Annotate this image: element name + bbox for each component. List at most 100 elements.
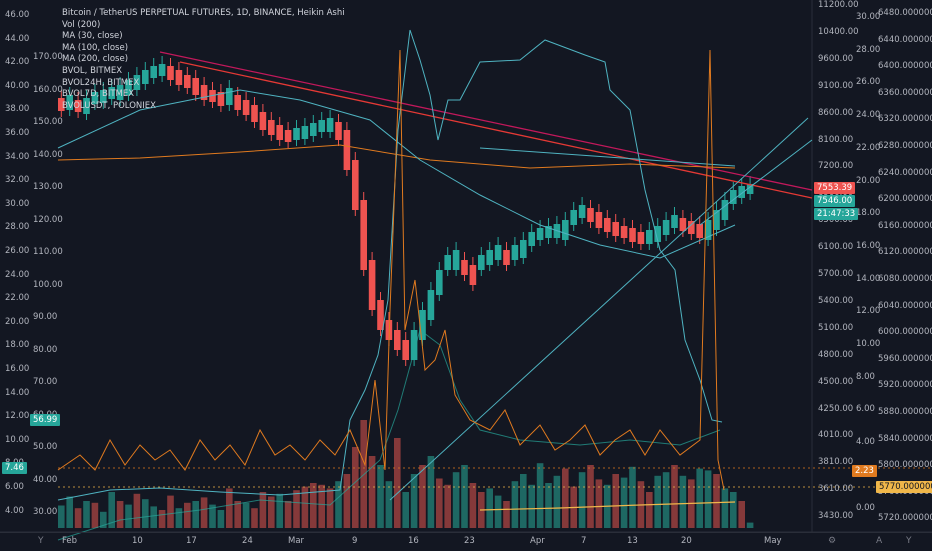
auto-scale-icon[interactable]: A — [876, 536, 883, 546]
candle-body — [91, 92, 99, 104]
inner-left-axis-tick: 30.00 — [33, 507, 58, 517]
far-right-axis-tick: 6320.00000000 — [878, 114, 932, 125]
legend-item-bvol24h[interactable]: BVOL24H, BITMEX — [62, 77, 140, 88]
candle-body — [310, 123, 317, 136]
candle-body — [167, 66, 174, 80]
volume-bar — [503, 501, 510, 528]
support-line-2 — [699, 139, 813, 226]
support-line-1 — [389, 117, 809, 501]
volume-bar — [192, 501, 199, 528]
far-right-axis-tick: 5840.00000000 — [878, 433, 932, 444]
volume-bar — [469, 483, 477, 528]
far-left-axis-tick: 12.00 — [5, 411, 30, 422]
volume-bar — [419, 465, 426, 528]
candle-body — [436, 270, 443, 295]
volume-bar — [352, 447, 359, 528]
legend-item-bvolusdt[interactable]: BVOLUSDT, POLONIEX — [62, 100, 156, 111]
candle-body — [394, 330, 401, 350]
ma200-line — [57, 144, 736, 169]
volume-bar — [91, 502, 99, 528]
candle-body — [461, 260, 468, 275]
volume-bar — [452, 472, 460, 528]
inner-left-axis-tick: 80.00 — [33, 344, 58, 355]
far-right-axis-tick: 6000.00000000 — [878, 327, 932, 338]
bvol-line — [57, 29, 723, 501]
candle-body — [343, 130, 351, 170]
far-left-axis-tick: 26.00 — [5, 246, 30, 256]
candle-body — [66, 95, 73, 110]
price-axis-tick: 4010.00 — [818, 430, 854, 441]
candle-body — [444, 255, 451, 270]
price-axis-tick: 7200.00 — [818, 161, 854, 172]
candle-body — [570, 210, 577, 225]
legend-item-bvol7d[interactable]: BVOL7D, BITMEX — [62, 89, 135, 100]
gear-icon[interactable]: ⚙ — [828, 536, 837, 546]
time-axis-tick: 16 — [408, 536, 419, 546]
time-axis-tick: Apr — [530, 536, 545, 546]
price-axis-tick: 4250.00 — [818, 403, 854, 414]
mid-right-axis-tick: 14.00 — [856, 273, 881, 284]
far-right-axis-tick: 6400.00000000 — [878, 61, 932, 72]
candle-body — [158, 64, 166, 76]
candle-body — [730, 190, 737, 204]
volume-bar — [620, 477, 628, 528]
mid-right-axis-tick: 30.00 — [856, 12, 881, 22]
far-left-axis-tick: 28.00 — [5, 222, 30, 233]
volume-bar — [595, 479, 603, 528]
far-right-axis-tick: 5800.00000000 — [878, 460, 932, 471]
candle-body — [578, 205, 586, 218]
volume-bar — [427, 456, 435, 528]
mid-right-axis-tick: 0.00 — [856, 502, 875, 513]
far-right-axis-tick: 6080.00000000 — [878, 274, 932, 284]
log-scale-icon[interactable]: Y — [906, 536, 912, 546]
volume-bar — [293, 490, 300, 528]
candle-body — [100, 90, 107, 103]
candle-body — [326, 118, 334, 132]
timezone-icon[interactable]: Y — [38, 536, 44, 546]
mid-right-axis-tick: 12.00 — [856, 306, 881, 317]
legend-item-ma30[interactable]: MA (30, close) — [62, 31, 123, 42]
price-axis-tick: 3430.00 — [818, 511, 854, 522]
price-axis-tick: 9600.00 — [818, 53, 854, 64]
volume-bar — [629, 466, 636, 528]
candle-body — [545, 226, 552, 238]
volume-bar — [587, 465, 594, 528]
price-axis-tick: 3810.00 — [818, 457, 854, 468]
candle-body — [335, 122, 342, 140]
price-axis-tick: 8600.00 — [818, 107, 854, 118]
legend-item-ma100[interactable]: MA (100, close) — [62, 42, 129, 53]
time-axis-tick: 24 — [242, 536, 253, 546]
inner-left-axis-tick: 100.00 — [33, 279, 63, 290]
time-axis[interactable] — [0, 532, 932, 551]
candle-body — [587, 208, 594, 222]
inner-left-axis-tick: 150.00 — [33, 117, 63, 127]
time-axis-tick: 13 — [627, 536, 638, 546]
candle-body — [654, 226, 661, 242]
time-axis-tick: Feb — [62, 536, 78, 546]
candle-body — [276, 125, 283, 140]
legend-item-vol[interactable]: Vol (200) — [62, 19, 101, 30]
volume-bar — [83, 501, 90, 528]
volume-bar — [66, 496, 73, 528]
left-cyan-tag: 56.99 — [30, 414, 61, 426]
left-small-tag: 7.46 — [2, 462, 27, 474]
candle-body — [200, 85, 208, 100]
candle-body — [251, 105, 258, 122]
mid-right-axis-tick: 26.00 — [856, 77, 881, 88]
candle-body — [368, 260, 376, 310]
inner-left-axis-tick: 170.00 — [33, 52, 63, 62]
volume-bar — [167, 495, 174, 528]
far-right-axis-tick: 5720.00000000 — [878, 513, 932, 524]
candle-body — [721, 200, 729, 220]
volume-bar — [74, 508, 82, 528]
candle-body — [646, 230, 653, 244]
price-axis-tick: 6500.00 — [818, 215, 854, 226]
candle-body — [478, 255, 485, 270]
mid-right-axis-tick: 10.00 — [856, 339, 881, 349]
legend-item-bvol[interactable]: BVOL, BITMEX — [62, 65, 123, 76]
legend-item-ma200[interactable]: MA (200, close) — [62, 54, 129, 65]
far-left-axis-tick: 22.00 — [5, 293, 30, 304]
far-left-axis-tick: 10.00 — [5, 434, 30, 445]
